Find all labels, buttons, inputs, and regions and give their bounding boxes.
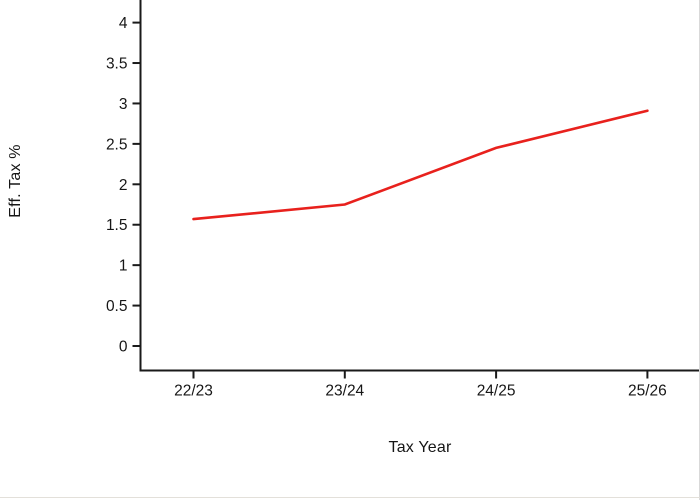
x-axis-title: Tax Year	[388, 439, 452, 456]
y-tick-label: 4	[119, 15, 128, 32]
y-tick-label: 1	[119, 258, 128, 275]
y-tick-label: 2.5	[106, 136, 128, 153]
series-line	[192, 109, 649, 221]
y-tick-label: 3	[119, 96, 128, 113]
x-tick-label: 24/25	[477, 383, 516, 400]
x-tick-label: 23/24	[325, 383, 364, 400]
y-tick-label: 0.5	[106, 298, 128, 315]
y-tick-label: 0	[119, 339, 128, 356]
y-tick-label: 1.5	[106, 217, 128, 234]
y-tick-label: 3.5	[106, 56, 128, 73]
x-tick-label: 25/26	[628, 383, 667, 400]
window-bottom-border	[0, 497, 700, 498]
y-tick-label: 2	[119, 177, 128, 194]
y-axis-title: Eff. Tax %	[7, 144, 24, 218]
x-tick-label: 22/23	[174, 383, 213, 400]
